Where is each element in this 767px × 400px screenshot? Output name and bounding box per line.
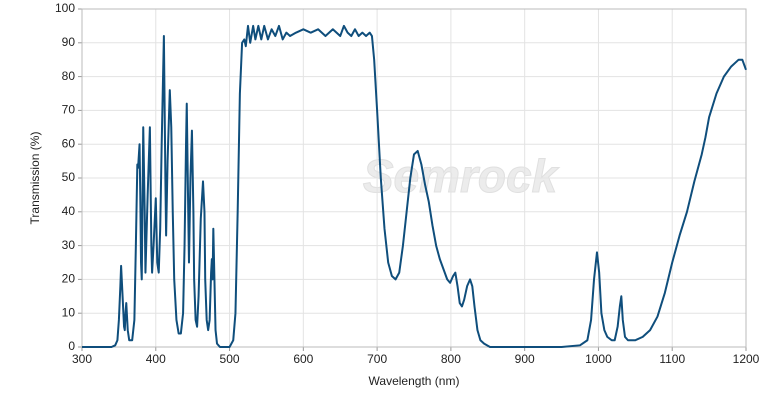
y-tick-label: 50	[62, 170, 76, 184]
y-tick-label: 0	[68, 339, 75, 353]
series-line	[82, 24, 747, 348]
plot-frame	[81, 8, 747, 348]
y-tick-label: 10	[62, 305, 76, 319]
x-tick-label: 900	[515, 352, 535, 366]
y-tick-label: 70	[62, 103, 76, 117]
x-tick-label: 1200	[733, 352, 760, 366]
y-tick-label: 30	[62, 238, 76, 252]
watermark: Semrock	[363, 150, 560, 202]
x-tick-label: 300	[72, 352, 92, 366]
x-tick-label: 600	[293, 352, 313, 366]
y-tick-label: 60	[62, 136, 76, 150]
y-tick-label: 80	[62, 69, 76, 83]
y-tick-label: 40	[62, 204, 76, 218]
x-tick-label: 1000	[585, 352, 612, 366]
y-axis-label: Transmission (%)	[28, 132, 42, 225]
y-tick-label: 20	[62, 272, 76, 286]
x-tick-label: 400	[146, 352, 166, 366]
x-tick-label: 1100	[659, 352, 685, 366]
x-tick-label: 700	[367, 352, 387, 366]
y-tick-label: 100	[55, 1, 75, 15]
x-tick-label: 500	[220, 352, 240, 366]
x-axis-label: Wavelength (nm)	[369, 374, 460, 388]
x-tick-label: 800	[441, 352, 461, 366]
y-tick-label: 90	[62, 35, 76, 49]
